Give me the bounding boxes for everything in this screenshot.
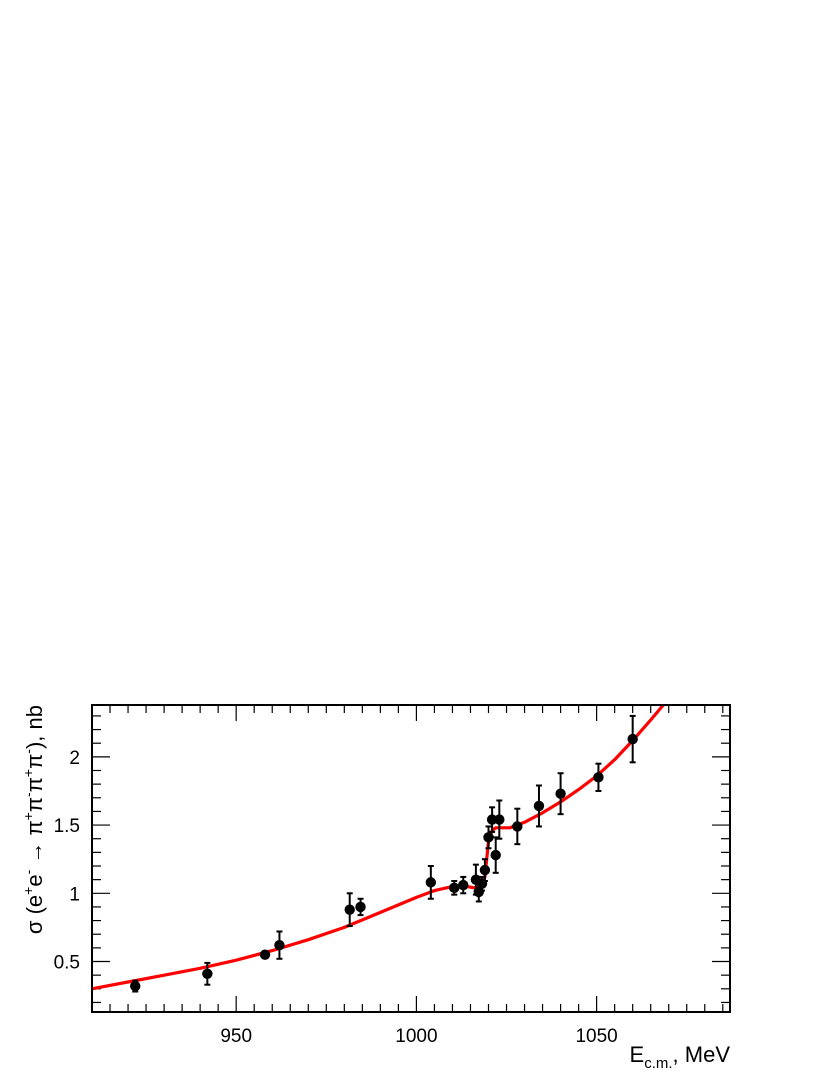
point-marker: [355, 901, 366, 913]
data-point: [555, 772, 566, 816]
point-marker: [130, 980, 141, 992]
point-marker: [486, 814, 498, 825]
y-title-sup: -: [20, 792, 36, 797]
y-title-part: π: [22, 777, 47, 792]
y-title-part: π: [22, 797, 47, 812]
y-title-part: σ (e: [22, 895, 47, 934]
data-point: [627, 714, 638, 764]
point-marker: [555, 788, 566, 799]
data-point: [202, 961, 213, 986]
plot-frame: [91, 704, 731, 1013]
y-axis-title: σ (e+e- → π+π-π+π-), nb: [20, 705, 47, 934]
y-title-part: ), nb: [22, 705, 47, 749]
data-point: [490, 836, 501, 874]
point-marker: [494, 814, 505, 825]
data-point: [355, 897, 366, 917]
point-marker: [490, 849, 501, 861]
x-tick-label: 950: [220, 1026, 252, 1047]
x-tick-label: 1000: [395, 1026, 437, 1047]
data-point: [512, 807, 523, 846]
point-marker: [533, 800, 545, 812]
point-marker: [344, 904, 355, 915]
point-marker: [274, 939, 285, 951]
data-points: [130, 714, 638, 993]
data-point: [344, 892, 355, 928]
y-title-part: → π: [22, 820, 47, 869]
fit-curve: [91, 703, 665, 991]
y-title-sup: -: [20, 869, 36, 874]
x-title-rest: , MeV: [673, 1042, 731, 1067]
data-point: [130, 979, 141, 993]
point-marker: [479, 864, 491, 876]
point-marker: [259, 949, 271, 960]
fit-curve-layer: [91, 703, 665, 991]
point-marker: [425, 877, 437, 888]
point-marker: [449, 882, 460, 894]
point-marker: [593, 772, 604, 783]
point-marker: [458, 879, 469, 891]
y-title-part: e: [22, 874, 47, 886]
point-marker: [202, 968, 213, 979]
tick-labels: 950 1000 1050 0.5 1 1.5 2: [54, 748, 618, 1047]
data-point: [483, 825, 494, 850]
y-title-sup: +: [20, 887, 36, 895]
y-tick-label: 0.5: [54, 953, 80, 974]
data-point: [274, 930, 285, 960]
x-title-main: E: [630, 1042, 645, 1067]
data-point: [486, 806, 498, 833]
data-point: [533, 784, 545, 828]
data-point: [425, 865, 437, 900]
y-title-sup: -: [20, 749, 36, 754]
x-axis-title: Ec.m., MeV: [630, 1042, 731, 1072]
point-marker: [512, 821, 523, 832]
point-marker: [483, 832, 494, 843]
y-title-sup: +: [20, 769, 36, 777]
y-title-sup: +: [20, 812, 36, 820]
y-tick-label: 1.5: [54, 816, 80, 837]
data-point: [593, 762, 604, 792]
ticks: [91, 705, 730, 1012]
y-tick-label: 1: [69, 884, 80, 905]
data-point: [494, 799, 505, 840]
y-title-part: π: [22, 754, 47, 769]
point-marker: [627, 733, 638, 745]
data-point: [259, 949, 271, 960]
y-tick-label: 2: [69, 748, 80, 769]
data-point: [479, 858, 491, 883]
data-point: [449, 880, 460, 896]
data-point: [458, 875, 469, 895]
x-tick-label: 1050: [575, 1026, 617, 1047]
x-title-sub: c.m.: [644, 1055, 672, 1072]
